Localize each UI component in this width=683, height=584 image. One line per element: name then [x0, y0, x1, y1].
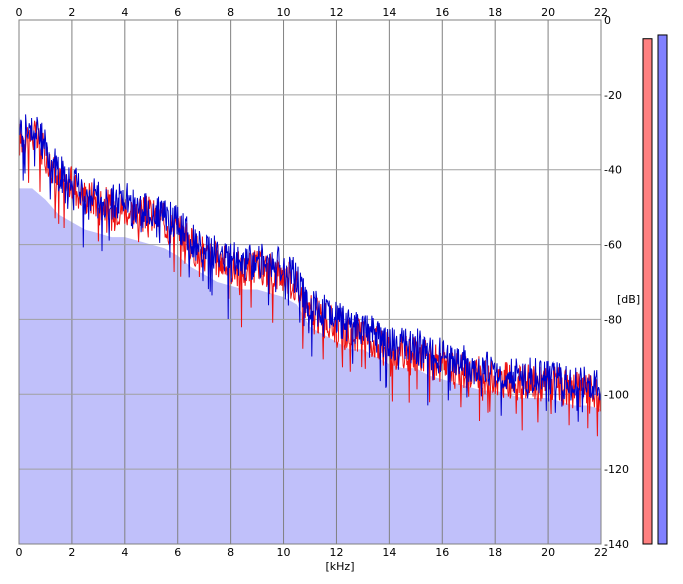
x-ticks-bottom: 0 2 4 6 8 10 12 14 16 18 20 22	[16, 546, 609, 559]
x-tick-label-top: 4	[121, 6, 128, 19]
x-tick-label-bottom: 18	[488, 546, 502, 559]
y-tick-label: -120	[604, 463, 629, 476]
x-tick-label-top: 0	[16, 6, 23, 19]
y-tick-label: -20	[604, 89, 622, 102]
x-axis-unit: [kHz]	[326, 560, 355, 573]
y-tick-label: -40	[604, 164, 622, 177]
x-tick-label-bottom: 16	[435, 546, 449, 559]
x-tick-label-top: 22	[594, 6, 608, 19]
x-tick-label-top: 10	[277, 6, 291, 19]
level-meter-right	[657, 34, 668, 545]
y-ticks: 0 -20 -40 -60 -80 -100 -120 -140	[604, 14, 629, 551]
x-tick-label-bottom: 22	[594, 546, 608, 559]
x-tick-label-top: 20	[541, 6, 555, 19]
x-tick-label-bottom: 0	[16, 546, 23, 559]
plot-frame	[18, 19, 602, 545]
x-tick-label-bottom: 12	[329, 546, 343, 559]
y-tick-label: -140	[604, 538, 629, 551]
x-tick-label-bottom: 6	[174, 546, 181, 559]
x-tick-label-bottom: 20	[541, 546, 555, 559]
x-tick-label-top: 18	[488, 6, 502, 19]
spectrum-envelope-area	[19, 188, 601, 544]
x-tick-label-top: 12	[329, 6, 343, 19]
x-tick-label-top: 14	[382, 6, 396, 19]
x-tick-label-bottom: 14	[382, 546, 396, 559]
x-tick-label-top: 16	[435, 6, 449, 19]
x-ticks-top: 0 2 4 6 8 10 12 14 16 18 20 22	[16, 6, 609, 19]
series-right-channel-line	[18, 114, 602, 422]
y-axis-unit: [dB]	[617, 293, 640, 306]
x-tick-label-bottom: 10	[277, 546, 291, 559]
y-tick-label: -60	[604, 239, 622, 252]
x-tick-label-top: 6	[174, 6, 181, 19]
y-tick-label: -80	[604, 313, 622, 326]
x-tick-label-bottom: 4	[121, 546, 128, 559]
x-tick-label-bottom: 2	[68, 546, 75, 559]
series-left-channel-line	[18, 120, 602, 437]
level-meter-left	[642, 38, 653, 545]
y-tick-label: 0	[604, 14, 611, 27]
x-tick-label-bottom: 8	[227, 546, 234, 559]
x-tick-label-top: 2	[68, 6, 75, 19]
x-tick-label-top: 8	[227, 6, 234, 19]
y-tick-label: -100	[604, 388, 629, 401]
level-meters	[642, 34, 668, 545]
